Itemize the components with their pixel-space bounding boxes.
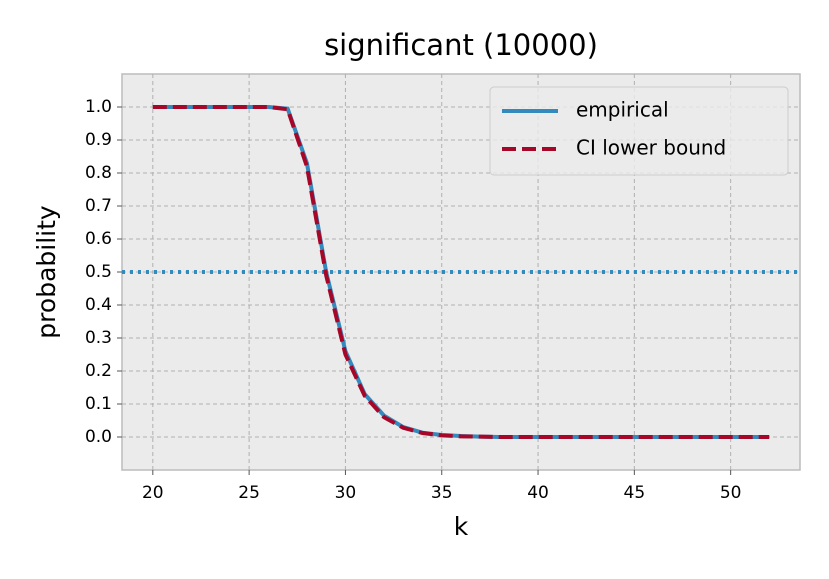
chart-title: significant (10000) <box>324 28 598 62</box>
x-tick-label: 30 <box>335 483 357 503</box>
y-tick-label: 0.8 <box>85 163 112 183</box>
y-tick-label: 0.1 <box>85 394 112 414</box>
x-tick-label: 40 <box>527 483 549 503</box>
x-tick-label: 45 <box>624 483 646 503</box>
marks <box>122 105 800 439</box>
legend-box <box>489 86 789 176</box>
y-tick-label: 0.5 <box>85 262 112 282</box>
y-tick-label: 0.2 <box>85 361 112 381</box>
y-tick-label: 0.3 <box>85 328 112 348</box>
line-series <box>152 105 770 439</box>
y-tick-label: 0.0 <box>85 427 112 447</box>
x-tick-label: 25 <box>238 483 260 503</box>
legend: empirical CI lower bound <box>489 86 789 176</box>
legend-label: CI lower bound <box>576 136 726 160</box>
x-tick-label: 35 <box>431 483 453 503</box>
x-tick-label: 50 <box>720 483 742 503</box>
y-tick-label: 0.9 <box>85 130 112 150</box>
y-axis-label: probability <box>32 205 61 339</box>
legend-label: empirical <box>576 98 669 122</box>
x-axis-label: k <box>454 512 469 541</box>
x-tick-label: 20 <box>142 483 164 503</box>
y-tick-label: 0.6 <box>85 229 112 249</box>
y-tick-label: 0.7 <box>85 196 112 216</box>
y-tick-label: 0.4 <box>85 295 112 315</box>
y-tick-label: 1.0 <box>85 97 112 117</box>
